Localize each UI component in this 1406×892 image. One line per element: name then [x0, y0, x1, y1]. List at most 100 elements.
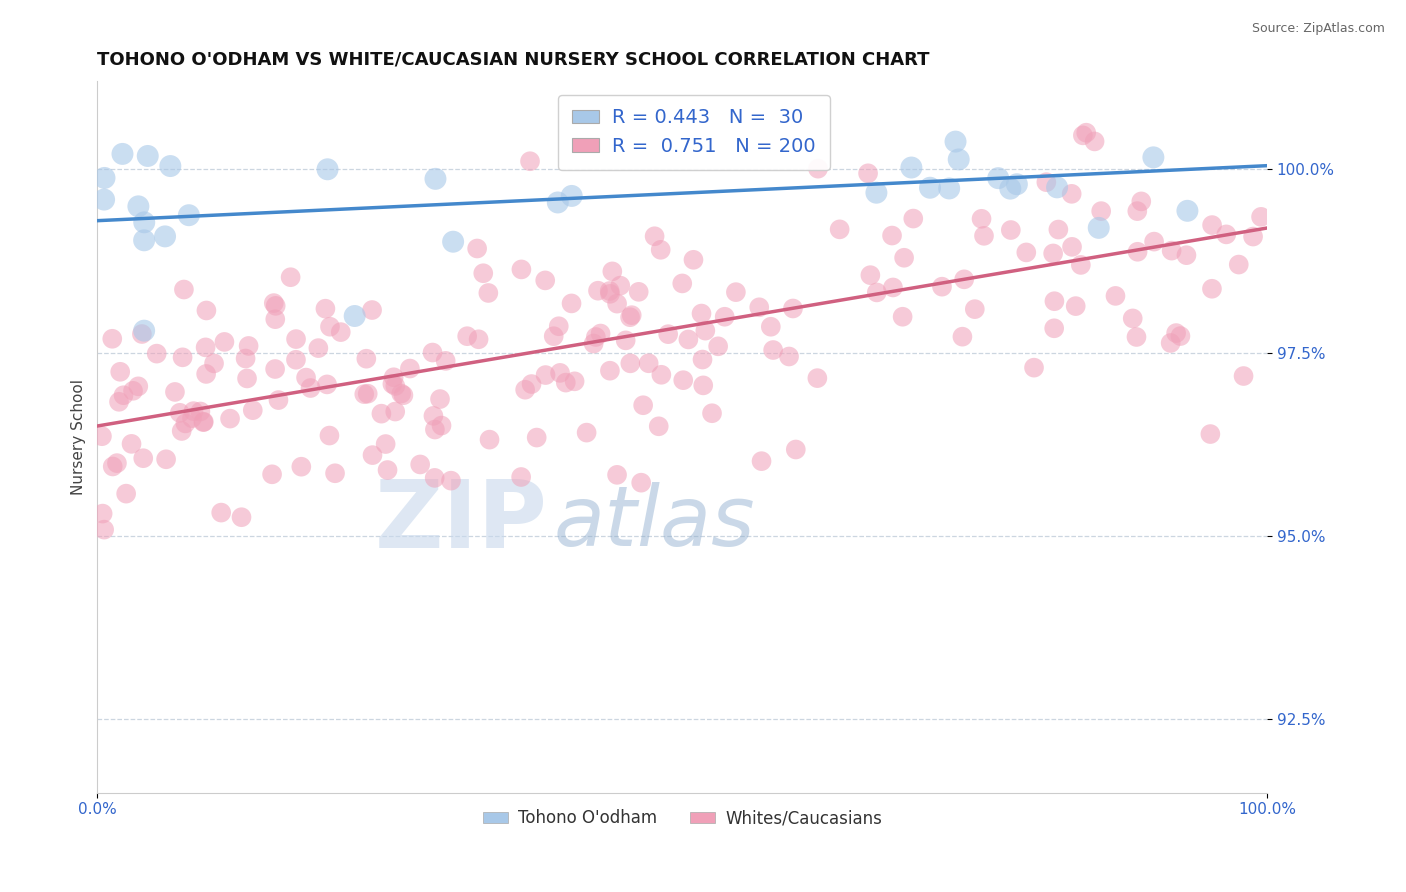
Point — [644, 229, 666, 244]
Y-axis label: Nursery School: Nursery School — [72, 379, 86, 495]
Point — [785, 442, 807, 457]
Point — [153, 229, 176, 244]
Point — [1090, 204, 1112, 219]
Point — [695, 324, 717, 338]
Point — [422, 345, 444, 359]
Point — [183, 404, 205, 418]
Point — [606, 467, 628, 482]
Point — [121, 437, 143, 451]
Point — [285, 332, 308, 346]
Point — [973, 228, 995, 243]
Point — [1046, 180, 1069, 194]
Point — [589, 326, 612, 341]
Point — [316, 377, 339, 392]
Point — [235, 351, 257, 366]
Text: atlas: atlas — [554, 482, 755, 563]
Point — [671, 277, 693, 291]
Point — [267, 393, 290, 408]
Point — [987, 171, 1010, 186]
Point — [678, 333, 700, 347]
Point — [1005, 178, 1028, 192]
Point — [1047, 222, 1070, 236]
Point — [409, 458, 432, 472]
Point — [1125, 330, 1147, 344]
Point — [170, 424, 193, 438]
Point — [631, 398, 654, 412]
Point — [561, 189, 583, 203]
Point — [891, 310, 914, 324]
Point — [472, 266, 495, 280]
Point — [543, 329, 565, 343]
Point — [285, 352, 308, 367]
Point — [953, 272, 976, 286]
Point — [1160, 335, 1182, 350]
Point — [700, 406, 723, 420]
Point — [1126, 244, 1149, 259]
Point — [374, 437, 396, 451]
Point — [423, 423, 446, 437]
Point — [1015, 245, 1038, 260]
Point — [1104, 289, 1126, 303]
Point — [1076, 126, 1098, 140]
Point — [1084, 135, 1107, 149]
Point — [299, 381, 322, 395]
Point — [564, 374, 586, 388]
Point — [377, 463, 399, 477]
Point — [384, 404, 406, 418]
Point — [630, 475, 652, 490]
Point — [548, 366, 571, 380]
Point — [1126, 204, 1149, 219]
Point — [361, 303, 384, 318]
Point — [880, 228, 903, 243]
Point — [614, 334, 637, 348]
Point — [381, 376, 404, 391]
Point — [575, 425, 598, 440]
Point — [1087, 220, 1109, 235]
Point — [882, 280, 904, 294]
Point — [389, 386, 412, 401]
Point — [515, 383, 537, 397]
Point — [193, 415, 215, 429]
Point — [534, 273, 557, 287]
Point — [145, 346, 167, 360]
Point — [295, 370, 318, 384]
Point — [434, 354, 457, 368]
Point — [202, 356, 225, 370]
Point — [181, 411, 204, 425]
Point — [314, 301, 336, 316]
Point — [724, 285, 747, 300]
Point — [132, 451, 155, 466]
Point — [866, 285, 889, 300]
Point — [1177, 203, 1199, 218]
Point — [931, 279, 953, 293]
Point — [650, 368, 672, 382]
Point — [263, 296, 285, 310]
Point — [828, 222, 851, 236]
Point — [1201, 218, 1223, 232]
Point — [520, 377, 543, 392]
Point — [637, 356, 659, 370]
Point — [759, 319, 782, 334]
Point — [169, 406, 191, 420]
Point — [93, 523, 115, 537]
Point — [609, 278, 631, 293]
Point — [209, 506, 232, 520]
Point — [356, 351, 378, 366]
Point — [134, 233, 156, 247]
Text: Source: ZipAtlas.com: Source: ZipAtlas.com — [1251, 22, 1385, 36]
Point — [619, 310, 641, 325]
Point — [399, 361, 422, 376]
Point — [323, 467, 346, 481]
Point — [1071, 128, 1094, 143]
Point — [893, 251, 915, 265]
Point — [599, 284, 621, 298]
Point — [1130, 194, 1153, 209]
Point — [534, 368, 557, 382]
Point — [1035, 175, 1057, 189]
Point — [1199, 427, 1222, 442]
Point — [93, 170, 115, 185]
Point — [938, 181, 960, 195]
Point — [264, 312, 287, 326]
Point — [127, 199, 149, 213]
Point — [93, 193, 115, 207]
